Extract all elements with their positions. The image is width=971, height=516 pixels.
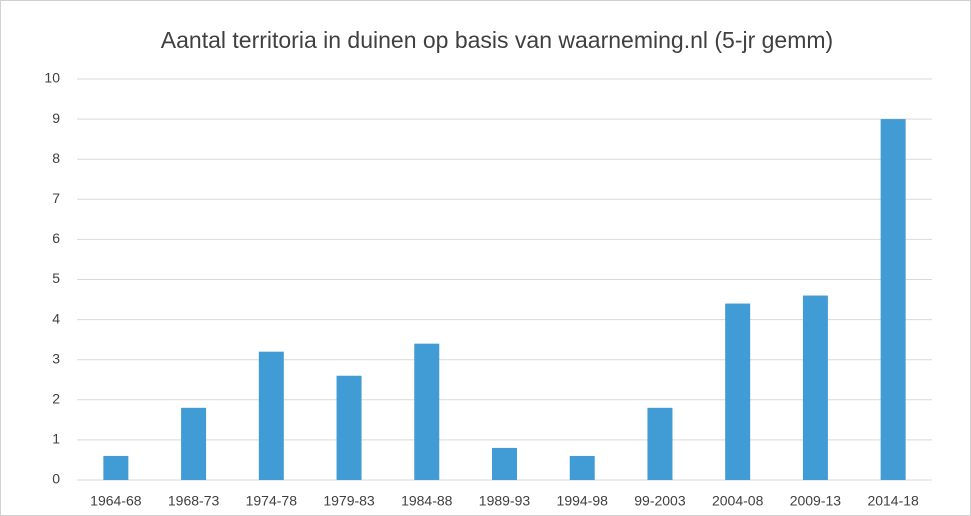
x-tick-label: 2004-08 (712, 493, 764, 509)
bar (336, 375, 362, 480)
y-tick-label: 4 (52, 310, 60, 326)
x-tick-label: 2014-18 (867, 493, 919, 509)
y-tick-label: 7 (52, 190, 60, 206)
x-tick-label: 1984-88 (401, 493, 453, 509)
x-tick-label: 2009-13 (790, 493, 842, 509)
y-tick-label: 10 (44, 70, 60, 86)
bar (880, 119, 906, 480)
x-tick-label: 1964-68 (90, 493, 142, 509)
y-tick-label: 1 (52, 431, 60, 447)
y-tick-label: 2 (52, 391, 60, 407)
x-tick-label: 1994-98 (557, 493, 609, 509)
bar (103, 455, 129, 480)
x-tick-label: 1989-93 (479, 493, 531, 509)
y-tick-label: 6 (52, 230, 60, 246)
chart-title: Aantal territoria in duinen op basis van… (161, 27, 833, 53)
y-tick-label: 5 (52, 270, 60, 286)
y-tick-label: 8 (52, 150, 60, 166)
bar (181, 407, 207, 480)
x-tick-label: 1979-83 (323, 493, 375, 509)
bar (258, 351, 284, 480)
bar (725, 303, 751, 480)
bar (414, 343, 440, 480)
y-tick-label: 9 (52, 110, 60, 126)
x-tick-label: 1974-78 (246, 493, 298, 509)
y-tick-label: 0 (52, 471, 60, 487)
y-tick-label: 3 (52, 350, 60, 366)
bar (492, 447, 517, 480)
bar (647, 407, 673, 480)
bar (569, 455, 595, 480)
x-tick-label: 1968-73 (168, 493, 220, 509)
x-tick-label: 99-2003 (634, 493, 686, 509)
bar (802, 295, 828, 480)
